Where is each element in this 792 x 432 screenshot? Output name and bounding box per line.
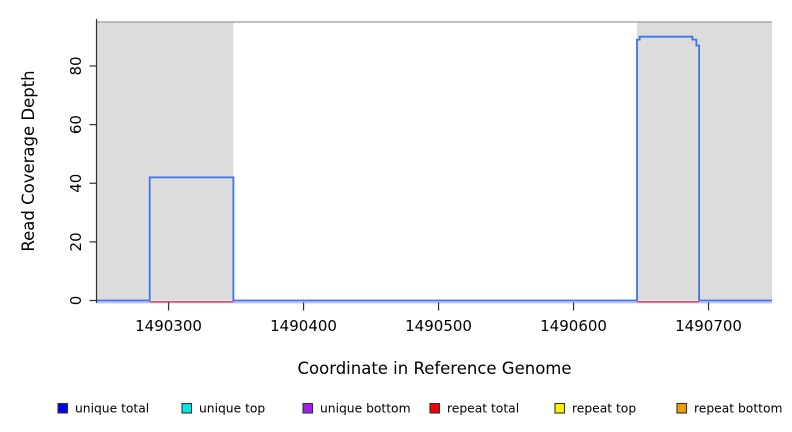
y-tick-label: 0 [67,296,85,306]
legend-label: repeat bottom [694,402,782,416]
legend-swatch-unique-total [57,402,69,414]
y-axis-title: Read Coverage Depth [19,70,38,251]
legend-label: unique total [75,402,149,416]
legend-label: repeat total [447,402,519,416]
x-tick-label: 1490400 [270,317,337,335]
x-axis-title: Coordinate in Reference Genome [297,359,571,378]
repeat-region-rect [97,22,234,301]
legend-swatch-unique-top [181,402,193,414]
legend-label: repeat top [572,402,636,416]
x-tick-label: 1490300 [135,317,202,335]
unique-total-step-line [97,35,772,302]
repeat-region-rect [637,22,772,301]
x-tick-label: 1490700 [675,317,742,335]
legend-swatch-unique-bottom [302,402,314,414]
legend-label: unique top [199,402,265,416]
legend-swatch-repeat-top [554,402,566,414]
x-tick-label: 1490500 [405,317,472,335]
legend-label: unique bottom [320,402,411,416]
x-tick-label: 1490600 [540,317,607,335]
y-tick-label: 20 [67,232,85,251]
y-tick-label: 80 [67,56,85,75]
y-tick-label: 40 [67,174,85,193]
legend-swatch-repeat-bottom [676,402,688,414]
legend-swatch-repeat-total [429,402,441,414]
y-tick-label: 60 [67,115,85,134]
